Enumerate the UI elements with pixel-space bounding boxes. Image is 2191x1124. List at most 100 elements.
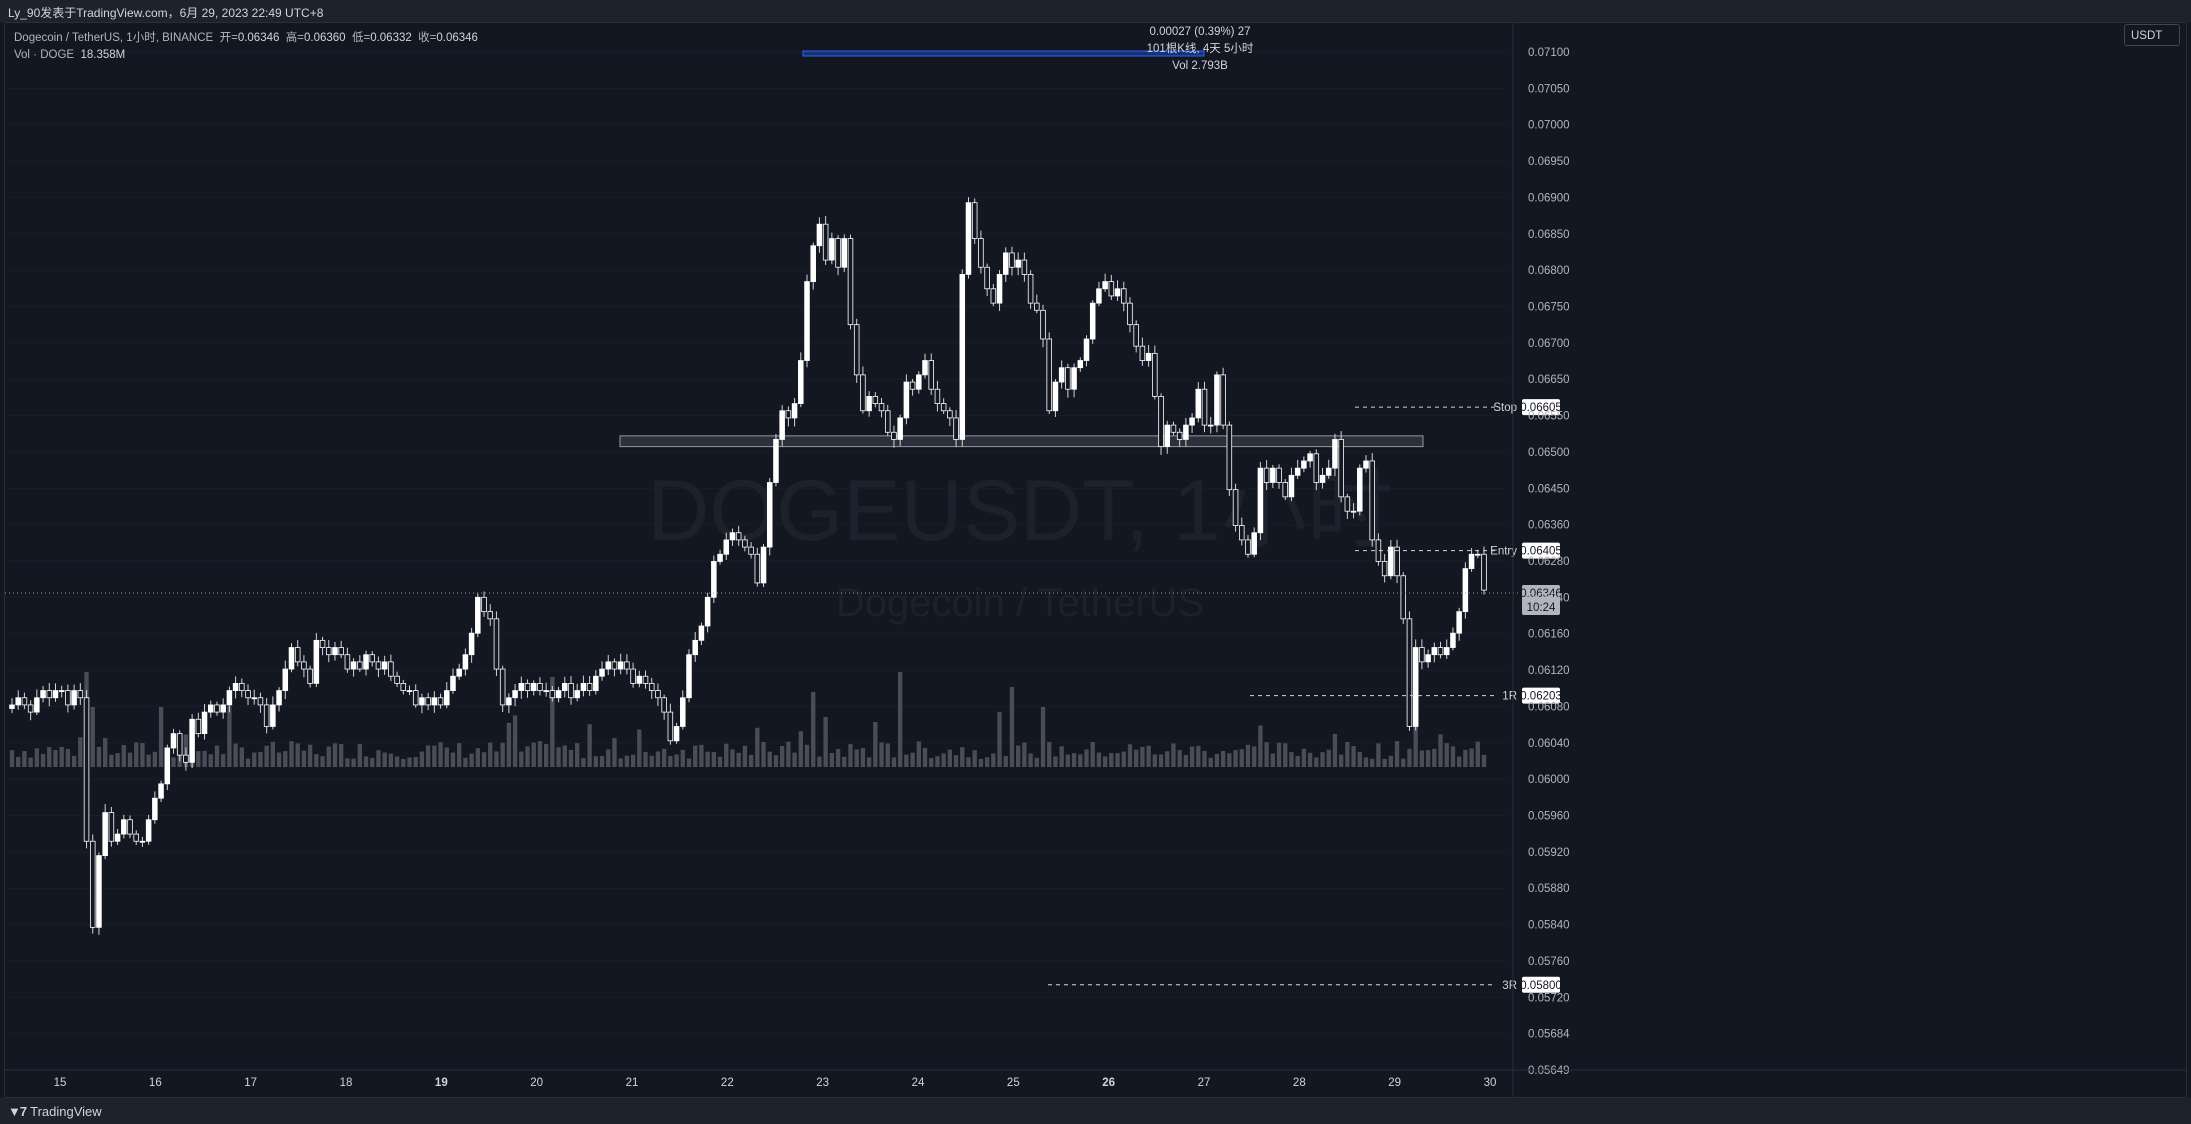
candle-body — [1207, 424, 1214, 427]
volume-bar — [854, 749, 859, 767]
candle-body — [121, 819, 127, 835]
candle-body — [860, 374, 866, 412]
price-tick-label: 0.06500 — [1528, 447, 1570, 459]
candle-body — [251, 697, 257, 700]
candle-body — [804, 281, 810, 361]
volume-bar — [376, 750, 381, 767]
level-label: 1R — [1502, 691, 1517, 703]
level-price-text: 0.06203 — [1520, 691, 1562, 703]
candle-body — [114, 833, 121, 842]
chart-frame[interactable] — [4, 22, 2187, 1098]
candle-body — [1102, 281, 1108, 290]
candle-body — [704, 596, 711, 627]
volume-bar — [171, 757, 176, 767]
candle-body — [1077, 360, 1084, 369]
volume-bar — [568, 749, 574, 767]
candle-body — [96, 855, 102, 928]
candle-body — [1152, 352, 1158, 397]
candle-body — [1201, 388, 1208, 426]
candle-body — [1226, 424, 1233, 491]
candle-body — [512, 690, 518, 699]
current-price-text: 0.06346 — [1520, 588, 1562, 600]
volume-bar — [1332, 734, 1338, 767]
volume-bar — [1109, 753, 1114, 767]
candle-body — [1040, 309, 1046, 340]
volume-bar — [1363, 757, 1369, 767]
candle-body — [667, 711, 674, 742]
candle-body — [419, 697, 425, 706]
time-axis[interactable]: 15 16 17 18 19 20 21 22 23 24 25 26 27 28 29 30 — [5, 1069, 2186, 1089]
candle-body — [1251, 532, 1257, 555]
volume-bar — [425, 745, 431, 767]
candle-body — [922, 360, 928, 376]
volume-bar — [388, 753, 394, 767]
price-tick-label: 0.05760 — [1528, 956, 1570, 968]
volume-bar — [879, 742, 884, 767]
volume-bar — [1382, 758, 1387, 767]
volume-bar — [873, 722, 878, 767]
candle-body — [971, 202, 978, 239]
price-tick-label: 0.06550 — [1528, 411, 1570, 423]
volume-bar — [134, 742, 139, 767]
volume-bar — [401, 758, 406, 767]
candle-body — [1276, 467, 1282, 483]
volume-bar — [1065, 754, 1071, 767]
support-zone — [619, 435, 1424, 448]
candle-body — [1462, 568, 1469, 613]
candle-body — [1214, 374, 1220, 426]
tradingview-brand[interactable]: ▼7 TradingView — [8, 1104, 102, 1119]
price-tick-label: 0.06080 — [1528, 701, 1570, 713]
currency-selector[interactable]: USDT — [2124, 24, 2180, 46]
candle-body — [798, 360, 804, 404]
candle-body — [1096, 288, 1102, 304]
candle-body — [1425, 654, 1431, 663]
candle-body — [1468, 553, 1475, 570]
candle-body — [1313, 453, 1320, 483]
candle-body — [1083, 338, 1090, 361]
price-tick-label: 0.06800 — [1528, 265, 1570, 277]
measure-volume: Vol 2.793B — [1172, 60, 1228, 72]
candle-body — [1021, 259, 1028, 275]
volume-bar — [1171, 743, 1176, 767]
candle-body — [294, 647, 301, 663]
price-axis[interactable]: 0.07100 0.07050 0.07000 0.06950 0.06900 0.068… — [1512, 22, 1570, 1098]
candle-body — [1121, 288, 1127, 304]
candle-body — [555, 690, 562, 699]
candle-body — [263, 704, 270, 727]
volume-bar — [270, 741, 276, 767]
volume-bar — [537, 741, 543, 767]
candle-body — [965, 202, 972, 275]
volume-bar — [966, 757, 971, 767]
volume-bar — [661, 748, 667, 767]
volume-bar — [1016, 745, 1021, 767]
volume-bar — [127, 752, 133, 767]
volume-bar — [761, 741, 766, 767]
price-tick-label: 0.05960 — [1528, 811, 1570, 823]
candle-body — [829, 238, 835, 261]
candle-body — [866, 395, 872, 412]
candle-body — [34, 697, 40, 713]
time-tick-label: 18 — [340, 1077, 353, 1089]
volume-bar — [1444, 743, 1449, 767]
volume-bar — [71, 755, 77, 767]
candle-body — [711, 561, 717, 598]
volume-bar — [214, 745, 220, 767]
volume-bar — [556, 747, 561, 767]
candle-body — [940, 403, 947, 412]
volume-bar — [1394, 741, 1400, 767]
candle-body — [282, 668, 289, 691]
volume-bar — [28, 757, 33, 767]
time-tick-label: 26 — [1102, 1077, 1115, 1089]
time-tick-label: 17 — [244, 1077, 257, 1089]
volume-bar — [16, 756, 21, 767]
volume-bar — [283, 751, 288, 767]
price-tick-label: 0.05649 — [1528, 1065, 1570, 1077]
candle-body — [872, 395, 879, 404]
candle-body — [9, 704, 15, 709]
volume-bar — [1189, 746, 1195, 767]
volume-bar — [202, 750, 207, 767]
volume-bar — [512, 715, 518, 767]
candle-body — [934, 388, 941, 404]
candle-body — [220, 704, 226, 713]
